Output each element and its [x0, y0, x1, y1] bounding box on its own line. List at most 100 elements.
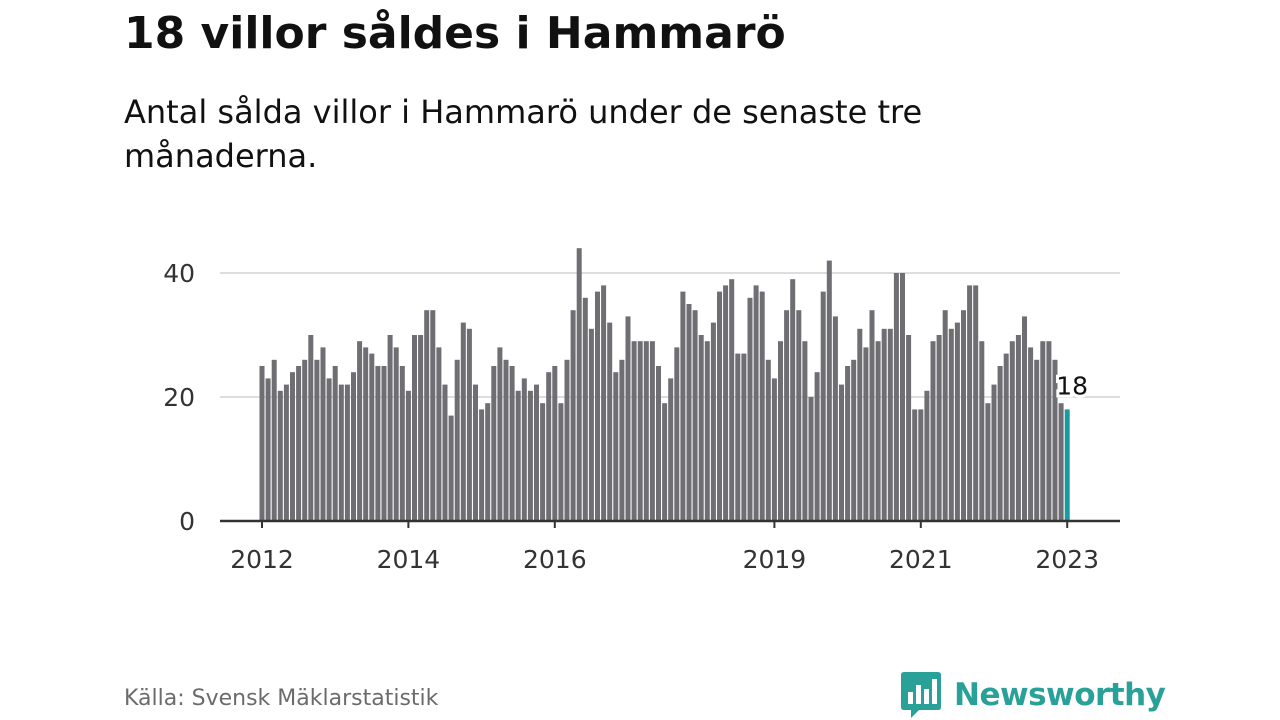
- bar: [381, 366, 387, 521]
- bar: [967, 285, 973, 521]
- bar: [540, 403, 546, 521]
- x-tick-label: 2012: [230, 545, 294, 574]
- bar: [277, 390, 283, 521]
- bar: [259, 366, 265, 521]
- bar: [296, 366, 302, 521]
- bar: [491, 366, 497, 521]
- bar-chart-speech-bubble-icon: [901, 672, 941, 718]
- bar: [753, 285, 759, 521]
- bar: [564, 359, 570, 521]
- bar: [552, 366, 558, 521]
- bar: [521, 378, 527, 521]
- bar: [997, 366, 1003, 521]
- bar: [1034, 359, 1040, 521]
- bar: [570, 310, 576, 521]
- bar: [613, 372, 619, 521]
- bar: [314, 359, 320, 521]
- bar: [448, 415, 454, 521]
- bar: [717, 291, 722, 521]
- bar: [357, 341, 363, 521]
- bar: [881, 328, 887, 521]
- bar: [778, 341, 783, 521]
- bar: [906, 335, 912, 521]
- bar: [265, 378, 271, 521]
- bar: [412, 335, 417, 521]
- bar: [765, 359, 771, 521]
- bar: [454, 359, 460, 521]
- bar: [320, 347, 326, 521]
- x-tick-label: 2019: [743, 545, 807, 574]
- bar: [1058, 403, 1064, 521]
- bar: [863, 347, 869, 521]
- bar: [290, 372, 295, 521]
- bar: [985, 403, 991, 521]
- bar: [332, 366, 338, 521]
- bar: [509, 366, 515, 521]
- bar: [308, 335, 314, 521]
- bar: [637, 341, 643, 521]
- bar: [942, 310, 948, 521]
- bar: [875, 341, 881, 521]
- bar: [302, 359, 308, 521]
- x-tick-label: 2023: [1035, 545, 1099, 574]
- bar: [387, 335, 393, 521]
- bar: [271, 359, 277, 521]
- bar: [674, 347, 680, 521]
- bar: [735, 353, 741, 521]
- bar: [485, 403, 491, 521]
- bar: [430, 310, 436, 521]
- bar: [442, 384, 448, 521]
- bar: [576, 248, 582, 521]
- bar: [936, 335, 942, 521]
- bar: [954, 322, 960, 521]
- bar-highlight: [1064, 409, 1070, 521]
- bar: [698, 335, 704, 521]
- bar: [338, 384, 344, 521]
- bar: [363, 347, 369, 521]
- x-tick-label: 2016: [523, 545, 587, 574]
- bar: [1046, 341, 1052, 521]
- bar: [1003, 353, 1009, 521]
- bar: [747, 297, 753, 521]
- bar: [326, 378, 332, 521]
- bar: [527, 390, 533, 521]
- bar: [515, 390, 521, 521]
- bar: [534, 384, 539, 521]
- bar: [808, 397, 814, 521]
- bar: [503, 359, 509, 521]
- y-tick-label: 40: [163, 259, 195, 288]
- bar: [790, 279, 796, 521]
- bar: [601, 285, 607, 521]
- bar: [582, 297, 588, 521]
- bar: [845, 366, 851, 521]
- chart-subtitle: Antal sålda villor i Hammarö under de se…: [124, 93, 923, 175]
- x-tick-label: 2021: [889, 545, 953, 574]
- bar: [1028, 347, 1034, 521]
- bar: [466, 328, 472, 521]
- bar: [930, 341, 936, 521]
- bar: [918, 409, 924, 521]
- x-tick-label: 2014: [377, 545, 441, 574]
- bar: [802, 341, 808, 521]
- bar: [643, 341, 649, 521]
- bar: [826, 260, 832, 521]
- bar: [344, 384, 350, 521]
- bar: [546, 372, 552, 521]
- bar: [893, 273, 899, 521]
- bar: [418, 335, 424, 521]
- bar: [796, 310, 802, 521]
- bar: [497, 347, 503, 521]
- bar: [479, 409, 485, 521]
- bar: [436, 347, 442, 521]
- bar: [839, 384, 844, 521]
- bar: [1009, 341, 1015, 521]
- y-tick-label: 20: [163, 383, 195, 412]
- bar: [1015, 335, 1021, 521]
- chart-title: 18 villor såldes i Hammarö: [124, 8, 786, 59]
- bar: [869, 310, 875, 521]
- bar: [473, 384, 478, 521]
- bar: [680, 291, 686, 521]
- bar: [588, 328, 594, 521]
- bar: [656, 366, 661, 521]
- bar: [351, 372, 356, 521]
